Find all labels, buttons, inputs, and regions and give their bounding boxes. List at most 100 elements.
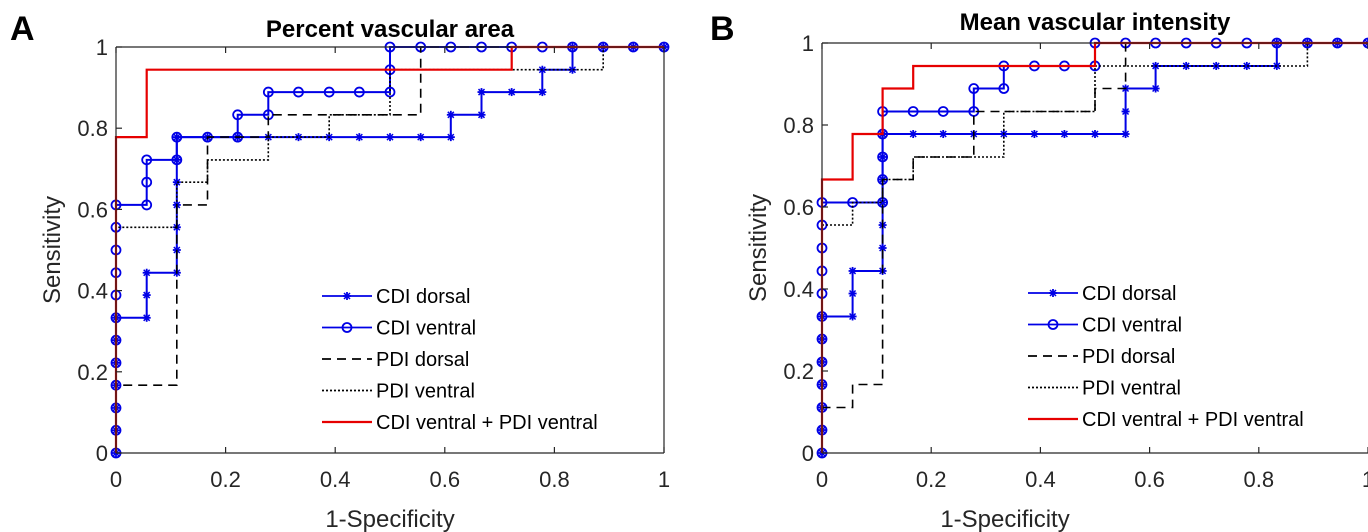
legend-item: CDI dorsal	[322, 286, 470, 308]
data-point	[968, 83, 980, 94]
data-point	[384, 86, 396, 98]
x-tick-label: 0	[110, 467, 122, 492]
series-pdi-dorsal	[115, 46, 664, 453]
data-point	[507, 88, 516, 97]
data-point	[939, 130, 948, 139]
chart-title: Mean vascular intensity	[960, 9, 1231, 36]
data-point	[1151, 84, 1160, 93]
x-tick-label: 0.4	[320, 467, 351, 492]
data-point	[1091, 130, 1099, 139]
x-tick-label: 0.4	[1025, 467, 1056, 492]
y-axis-label: Sensitivity	[745, 194, 772, 302]
x-tick-label: 0.8	[539, 467, 570, 492]
data-point	[909, 130, 918, 139]
data-point	[878, 244, 887, 252]
data-point	[141, 176, 153, 188]
data-point	[848, 266, 857, 275]
legend-label: PDI ventral	[1082, 378, 1181, 400]
series-line	[821, 42, 1368, 453]
x-tick-label: 0.6	[1134, 467, 1165, 492]
x-axis-label: 1-Specificity	[325, 506, 454, 532]
series-pdi-dorsal	[821, 42, 1368, 453]
series-pdi-ventral	[115, 46, 664, 453]
x-tick-label: 0.8	[1244, 467, 1275, 492]
legend-marker	[343, 292, 351, 300]
series-pdi-ventral	[821, 42, 1368, 453]
x-tick-label: 1	[1362, 467, 1368, 492]
y-tick-label: 0.6	[77, 197, 108, 222]
data-point	[171, 154, 183, 166]
data-point	[142, 291, 151, 300]
panel-letter: A	[10, 10, 35, 48]
data-point	[907, 106, 919, 117]
data-point	[446, 133, 455, 142]
legend-item: CDI ventral	[1028, 315, 1182, 337]
y-tick-label: 0.2	[783, 359, 814, 384]
series-line	[115, 46, 664, 453]
legend-label: PDI dorsal	[376, 349, 469, 371]
y-tick-label: 1	[96, 35, 108, 60]
y-tick-label: 0.2	[77, 360, 108, 385]
series-line	[820, 41, 1368, 453]
data-point	[538, 88, 547, 97]
data-point	[1060, 130, 1069, 139]
x-tick-label: 0.2	[210, 467, 241, 492]
series-cdi-ventral-pdi-ventral	[820, 41, 1368, 453]
y-tick-label: 0.4	[783, 277, 814, 302]
data-point	[232, 109, 244, 121]
y-tick-label: 0.6	[783, 195, 814, 220]
data-point	[1121, 107, 1130, 116]
x-tick-label: 0.2	[916, 467, 947, 492]
x-axis-label: 1-Specificity	[940, 506, 1069, 532]
legend-item: CDI dorsal	[1028, 283, 1176, 305]
legend-item: PDI ventral	[1028, 378, 1181, 400]
data-point	[848, 312, 857, 321]
series-line	[115, 46, 664, 453]
axes: 0 0.2 0.4 0.6 0.8 1 0 0.2 0.4 0.6 0.8 1	[77, 35, 670, 492]
legend-label: CDI ventral + PDI ventral	[1082, 409, 1304, 431]
data-point	[1030, 130, 1039, 139]
data-point	[142, 268, 151, 277]
y-tick-label: 0.8	[77, 116, 108, 141]
legend-marker	[1047, 319, 1059, 330]
data-point	[353, 86, 365, 98]
legend-label: PDI ventral	[376, 381, 475, 403]
legend-label: CDI dorsal	[1082, 283, 1176, 305]
data-point	[446, 110, 455, 119]
legend-label: CDI ventral + PDI ventral	[376, 412, 598, 434]
data-point	[477, 88, 486, 97]
legend-item: CDI ventral	[322, 318, 476, 340]
legend-item: CDI ventral + PDI ventral	[1028, 409, 1304, 431]
y-axis-label: Sensitivity	[39, 196, 66, 304]
legend-item: PDI dorsal	[1028, 346, 1175, 368]
data-point	[293, 86, 304, 98]
legend-label: CDI ventral	[1082, 315, 1182, 337]
data-point	[262, 86, 274, 98]
x-tick-label: 0.6	[430, 467, 461, 492]
data-point	[848, 289, 857, 298]
data-point	[937, 106, 949, 117]
x-tick-label: 0	[816, 467, 828, 492]
data-point	[998, 83, 1010, 94]
y-tick-label: 0.4	[77, 279, 108, 304]
y-tick-label: 0	[802, 441, 814, 466]
data-point	[171, 131, 183, 143]
legend-item: PDI dorsal	[322, 349, 469, 371]
data-point	[142, 313, 151, 322]
y-tick-label: 0.8	[783, 113, 814, 138]
data-point	[477, 110, 486, 119]
legend-label: CDI dorsal	[376, 286, 470, 308]
chart-panel-a: A Percent vascular area 0 0.2 0.4 0.6 0.8 1 0 0.2…	[10, 10, 670, 532]
legend-marker	[341, 322, 353, 333]
data-point	[141, 154, 153, 166]
legend-item: PDI ventral	[322, 381, 475, 403]
panel-letter: B	[710, 10, 735, 48]
y-tick-label: 1	[802, 31, 814, 56]
x-tick-label: 1	[658, 467, 670, 492]
y-tick-label: 0	[96, 441, 108, 466]
axes: 0 0.2 0.4 0.6 0.8 1 0 0.2 0.4 0.6 0.8 1	[783, 31, 1368, 492]
series-line	[821, 42, 1368, 453]
legend: CDI dorsal CDI ventral PDI dorsal PDI ventr…	[322, 286, 598, 434]
